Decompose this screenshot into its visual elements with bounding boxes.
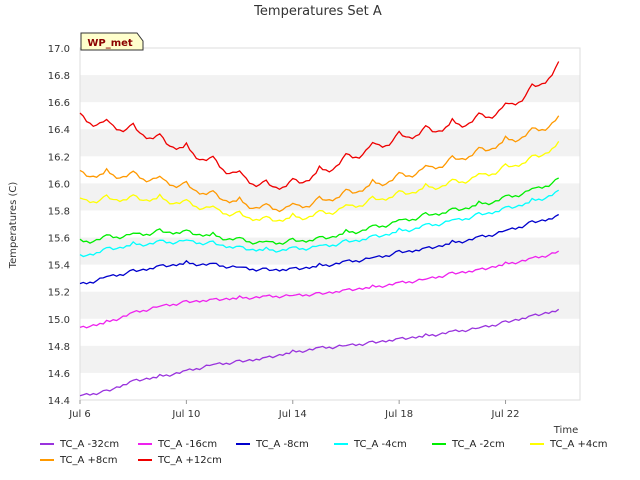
legend-item: TC_A +8cm	[40, 452, 138, 468]
x-tick-label: Jul 18	[384, 409, 413, 420]
legend-item: TC_A +4cm	[530, 436, 628, 452]
legend-swatch	[138, 443, 152, 445]
legend-label: TC_A -4cm	[354, 438, 407, 450]
series-line-tc-a-8cm	[79, 115, 560, 213]
legend-swatch	[40, 459, 54, 461]
legend-item: TC_A -8cm	[236, 436, 334, 452]
plot-background	[79, 47, 581, 401]
legend-item: TC_A -32cm	[40, 436, 138, 452]
legend-swatch	[138, 459, 152, 461]
x-tick-label: Jul 10	[171, 409, 200, 420]
y-tick-label: 16.6	[48, 98, 70, 109]
y-tick-label: 15.8	[48, 206, 70, 217]
y-axis-label: Temperatures (C)	[8, 182, 19, 270]
wp-met-badge: WP_met	[80, 32, 144, 51]
legend-label: TC_A -32cm	[60, 438, 120, 450]
grid-band	[80, 129, 580, 157]
y-tick-label: 17.0	[48, 44, 70, 55]
legend-label: TC_A +4cm	[550, 438, 608, 450]
legend-label: TC_A -8cm	[256, 438, 309, 450]
badge-label: WP_met	[87, 38, 133, 49]
legend-label: TC_A +8cm	[60, 454, 118, 466]
plot-border	[79, 47, 581, 401]
grid-band	[80, 237, 580, 265]
legend: TC_A -32cm TC_A -16cm TC_A -8cm TC_A -4cm TC…	[40, 436, 630, 468]
legend-label: TC_A +12cm	[158, 454, 222, 466]
x-tick-label: Jul 6	[68, 409, 91, 420]
y-tick-label: 15.2	[48, 288, 70, 299]
grid-band	[80, 345, 580, 373]
series-line-tc-a-8cm	[79, 213, 560, 285]
x-tick-label: Jul 22	[491, 409, 520, 420]
y-axis: 14.4 14.6 14.8 15.0 15.2 15.4 15.6 15.8 16.0 16.2…	[48, 44, 70, 407]
y-tick-label: 14.8	[48, 342, 70, 353]
y-tick-label: 16.2	[48, 152, 70, 163]
series-line-tc-a-32cm	[79, 308, 560, 397]
legend-item: TC_A -2cm	[432, 436, 530, 452]
legend-item: TC_A +12cm	[138, 452, 236, 468]
plot-area	[80, 48, 580, 400]
y-tick-label: 15.4	[48, 261, 70, 272]
series-line-tc-a-16cm	[79, 250, 560, 329]
legend-item: TC_A -16cm	[138, 436, 236, 452]
x-axis-label: Time	[553, 425, 578, 436]
series-lines	[79, 61, 560, 397]
y-tick-label: 16.4	[48, 125, 70, 136]
legend-swatch	[236, 443, 250, 445]
series-line-tc-a-2cm	[79, 177, 559, 245]
legend-swatch	[40, 443, 54, 445]
legend-swatch	[432, 443, 446, 445]
legend-swatch	[334, 443, 348, 445]
series-line-tc-a-4cm	[79, 189, 560, 258]
x-tick-label: Jul 14	[278, 409, 307, 420]
legend-label: TC_A -2cm	[452, 438, 505, 450]
legend-swatch	[530, 443, 544, 445]
series-line-tc-a-12cm	[79, 61, 560, 191]
y-tick-label: 15.0	[48, 315, 70, 326]
series-line-tc-a-4cm	[79, 141, 560, 222]
y-tick-label: 16.0	[48, 179, 70, 190]
y-tick-label: 15.6	[48, 234, 70, 245]
chart-title: Temperatures Set A	[253, 4, 382, 19]
legend-item: TC_A -4cm	[334, 436, 432, 452]
x-axis: Jul 6 Jul 10 Jul 14 Jul 18 Jul 22	[68, 400, 520, 420]
y-tick-label: 16.8	[48, 71, 70, 82]
legend-label: TC_A -16cm	[158, 438, 218, 450]
y-tick-label: 14.4	[48, 396, 70, 407]
grid-band	[80, 183, 580, 211]
grid-band	[80, 75, 580, 103]
grid-band	[80, 291, 580, 319]
y-tick-label: 14.6	[48, 369, 70, 380]
